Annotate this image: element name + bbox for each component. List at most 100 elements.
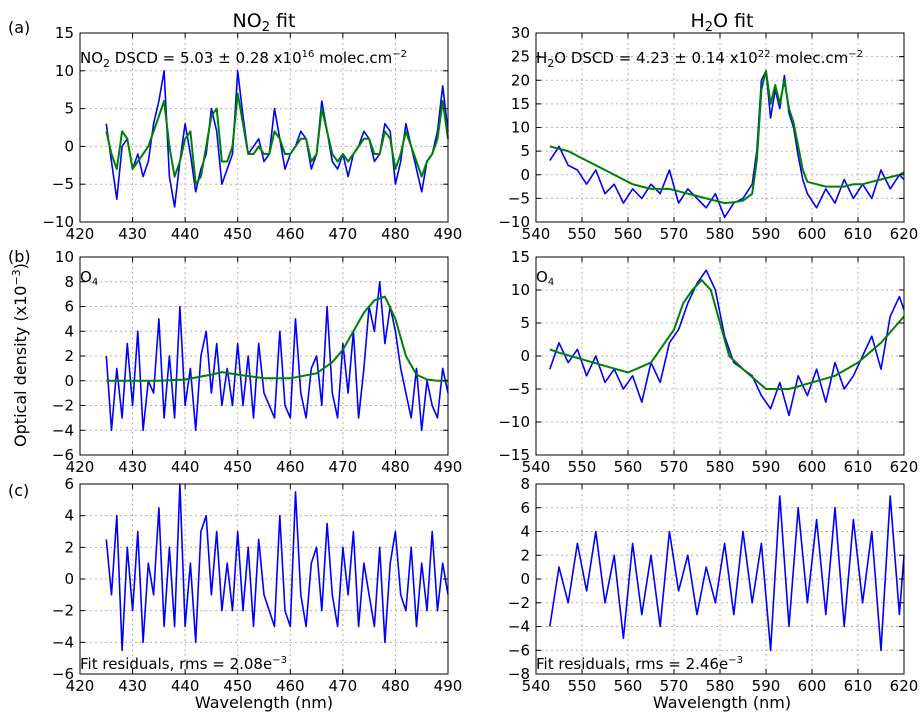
x-tick-label: 450 [223,225,252,243]
x-axis-label-right: Wavelength (nm) [653,693,791,712]
y-tick-label: −8 [508,665,530,683]
x-tick-label: 420 [66,225,95,243]
ticks: 420 430 440 450 460 470 480 490 −6 −4 −2 0 2 4 6 8 10 [52,248,462,476]
o4-label-right: O4 [536,268,554,288]
x-tick-label: 460 [276,225,305,243]
x-tick-label: 420 [66,677,95,695]
x-tick-label: 470 [329,458,358,476]
x-tick-label: 470 [329,225,358,243]
y-tick-label: −4 [52,633,74,651]
x-tick-label: 580 [706,458,735,476]
x-tick-label: 570 [660,458,689,476]
x-axis-label-left: Wavelength (nm) [195,693,333,712]
y-tick-label: −2 [52,397,74,415]
panel-no2-fit: 420 430 440 450 460 470 480 490 −10 −5 0 5 10 15 [42,24,462,243]
panel-label-a: (a) [8,18,30,37]
x-tick-label: 460 [276,458,305,476]
x-tick-label: 480 [381,677,410,695]
x-tick-label: 490 [434,677,463,695]
x-tick-label: 440 [171,458,200,476]
ticks: 540 550 560 570 580 590 600 610 620 −15 −10 −5 0 5 10 1… [498,248,918,476]
y-tick-label: −15 [498,446,530,464]
col-title-no2: NO2 fit [233,10,296,35]
x-tick-label: 620 [890,225,919,243]
y-tick-label: 10 [55,248,74,266]
panel-no2-o4: 420 430 440 450 460 470 480 490 −6 −4 −2 0 2 4 6 8 10 [52,248,462,476]
y-tick-label: 5 [520,314,530,332]
x-tick-label: 560 [614,677,643,695]
x-tick-label: 590 [752,225,781,243]
x-tick-label: 440 [171,225,200,243]
y-tick-label: 10 [55,62,74,80]
grid-lines [80,33,448,222]
y-tick-label: 15 [511,95,530,113]
fit-line [549,69,905,205]
y-tick-label: −2 [52,602,74,620]
x-tick-label: 580 [706,225,735,243]
y-tick-label: 6 [520,499,530,517]
measured-line [549,495,905,652]
x-tick-label: 590 [752,677,781,695]
panel-no2-residual: 420 430 440 450 460 470 480 490 −6 −4 −2 0 2 4 6 [52,475,462,695]
h2o-dscd-annotation: H2O DSCD = 4.23 ± 0.14 x1022 molec.cm−2 [536,49,863,70]
y-tick-label: −5 [52,175,74,193]
x-tick-label: 600 [798,677,827,695]
x-tick-label: 450 [223,677,252,695]
o4-label-left: O4 [80,268,98,288]
measured-line [105,483,449,652]
y-axis-label: Optical density (x10−3) [10,263,30,447]
y-tick-label: 15 [511,248,530,266]
y-tick-label: 0 [520,570,530,588]
x-tick-label: 550 [568,677,597,695]
fit-line [549,279,905,390]
x-tick-label: 610 [844,677,873,695]
grid-lines [80,257,448,455]
x-tick-label: 610 [844,458,873,476]
x-tick-label: 580 [706,677,735,695]
y-tick-label: −6 [52,446,74,464]
y-tick-label: −4 [52,421,74,439]
grid-lines [536,33,904,222]
fit-line [105,92,449,186]
x-tick-label: 550 [568,225,597,243]
y-tick-label: 0 [64,137,74,155]
x-tick-label: 610 [844,225,873,243]
y-tick-label: 5 [520,142,530,160]
x-tick-label: 460 [276,677,305,695]
x-tick-label: 560 [614,458,643,476]
x-tick-label: 540 [522,458,551,476]
y-tick-label: 4 [64,322,74,340]
y-tick-label: 6 [64,298,74,316]
x-tick-label: 620 [890,458,919,476]
x-tick-label: 570 [660,677,689,695]
y-tick-label: −5 [508,380,530,398]
ticks: 420 430 440 450 460 470 480 490 −10 −5 0 5 10 15 [42,24,462,243]
y-tick-label: 20 [511,71,530,89]
measured-line [105,70,449,208]
y-tick-label: 10 [511,119,530,137]
y-tick-label: −6 [508,641,530,659]
x-tick-label: 490 [434,225,463,243]
ticks: 540 550 560 570 580 590 600 610 620 −10 −5 0 5 10 15 20… [498,24,918,243]
y-tick-label: −4 [508,618,530,636]
y-tick-label: 15 [55,24,74,42]
fit-line [106,295,448,382]
x-tick-label: 440 [171,677,200,695]
ticks: 540 550 560 570 580 590 600 610 620 −8 −6 −4 −2 0 2 4 6 8 [508,475,918,695]
measured-line [549,269,905,417]
measured-line [549,70,905,219]
panel-label-b: (b) [8,247,31,266]
panel-label-c: (c) [8,481,29,500]
col-title-h2o: H2O fit [691,10,754,35]
no2-dscd-annotation: NO2 DSCD = 5.03 ± 0.28 x1016 molec.cm−2 [80,49,407,70]
y-tick-label: 0 [520,166,530,184]
x-tick-label: 430 [118,225,147,243]
x-tick-label: 540 [522,225,551,243]
x-tick-label: 590 [752,458,781,476]
y-tick-label: −2 [508,594,530,612]
x-tick-label: 420 [66,458,95,476]
y-tick-label: −10 [498,213,530,231]
y-tick-label: −10 [498,413,530,431]
y-tick-label: 0 [520,347,530,365]
